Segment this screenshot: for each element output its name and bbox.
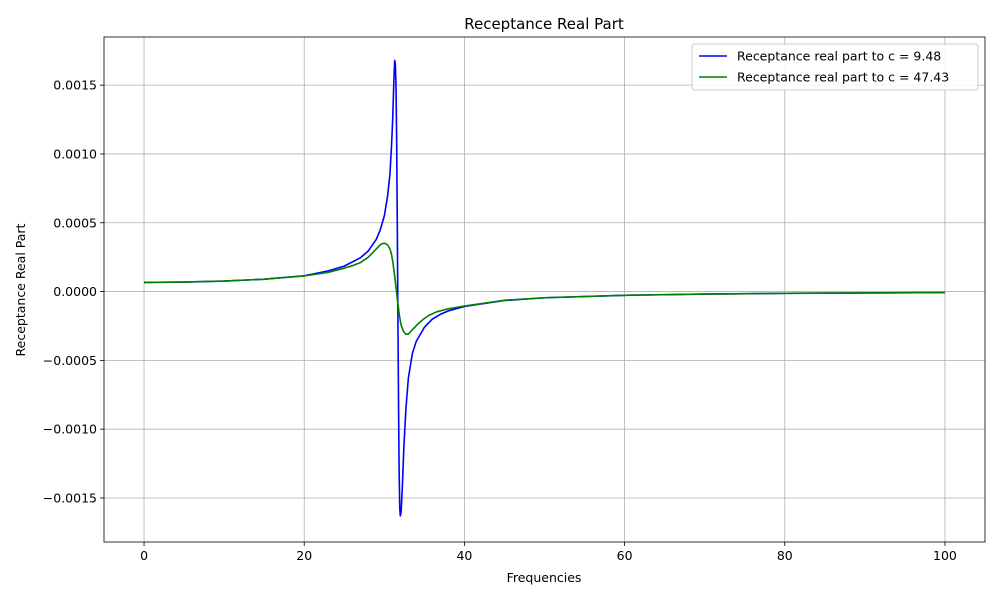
legend-label: Receptance real part to c = 9.48 — [737, 49, 941, 64]
plot-frame — [103, 36, 986, 543]
y-tick-label: −0.0015 — [43, 490, 97, 505]
y-tick-label: −0.0005 — [43, 353, 97, 368]
grid — [104, 37, 985, 542]
x-tick-label: 80 — [777, 548, 793, 563]
legend-box — [691, 43, 979, 91]
chart-title: Receptance Real Part — [464, 15, 624, 33]
series-lines — [144, 59, 945, 517]
y-axis-label: Receptance Real Part — [13, 223, 28, 356]
y-tick-label: 0.0000 — [53, 284, 97, 299]
y-tick-label: 0.0015 — [53, 78, 97, 93]
y-tick-label: −0.0010 — [43, 422, 97, 437]
y-tick-label: 0.0010 — [53, 146, 97, 161]
series-line-1 — [144, 242, 945, 336]
series-line-0 — [144, 59, 945, 517]
x-tick-label: 0 — [140, 548, 148, 563]
axis-ticks: 0 20 40 60 80 100 −0.0015 −0.0010 −0.0005 0.0000 0… — [43, 78, 957, 563]
x-axis-label: Frequencies — [507, 570, 582, 585]
y-tick-label: 0.0005 — [53, 215, 97, 230]
x-tick-label: 100 — [933, 548, 957, 563]
x-tick-label: 60 — [617, 548, 633, 563]
legend: Receptance real part to c = 9.48 Receptan… — [691, 43, 979, 91]
legend-label: Receptance real part to c = 47.43 — [737, 70, 949, 85]
x-tick-label: 20 — [296, 548, 312, 563]
x-tick-label: 40 — [456, 548, 472, 563]
